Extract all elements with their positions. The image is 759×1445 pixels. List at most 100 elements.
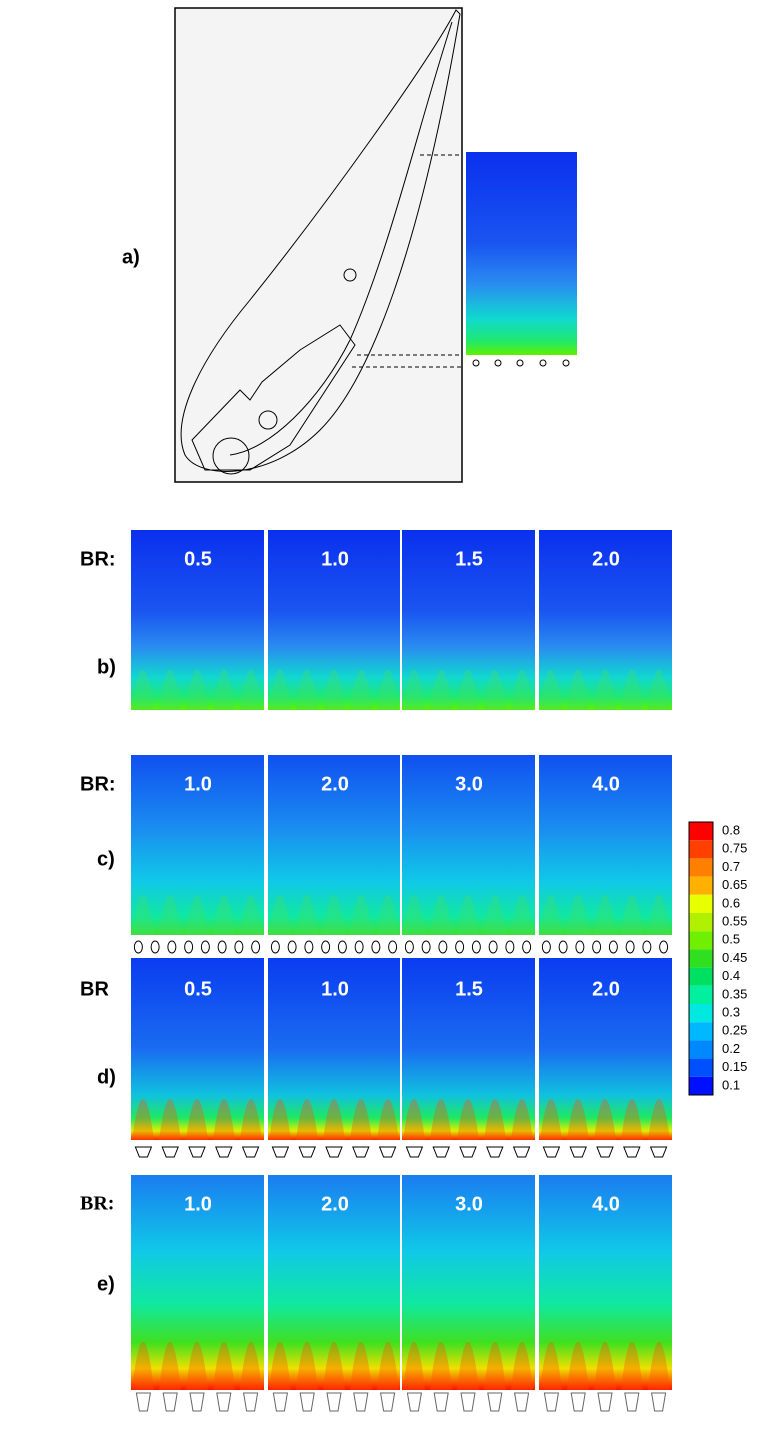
hole	[298, 1146, 316, 1158]
jet-plume	[159, 1341, 181, 1390]
colorbar-label: 0.1	[722, 1077, 740, 1092]
hole	[608, 940, 618, 954]
contour-inset	[466, 152, 577, 355]
contour-tile	[130, 755, 264, 935]
jet-plume	[457, 1341, 479, 1390]
br-prefix: BR:	[80, 1193, 114, 1215]
hole	[569, 1146, 587, 1158]
hole	[321, 940, 331, 954]
hole	[270, 940, 280, 954]
jet-plume	[159, 894, 181, 935]
hole	[234, 940, 244, 954]
jet-plume	[323, 894, 345, 935]
hole	[150, 940, 160, 954]
hole	[460, 1392, 476, 1412]
colorbar-swatch	[689, 1040, 713, 1059]
hole	[558, 940, 568, 954]
jet-plume	[159, 669, 181, 710]
jet-plume	[296, 1341, 318, 1390]
jet-plume	[132, 894, 154, 935]
br-value: 1.0	[184, 1193, 212, 1215]
panel-label: d)	[97, 1066, 116, 1088]
hole	[134, 1146, 153, 1158]
hole	[287, 940, 297, 954]
jet-plume	[323, 1341, 345, 1390]
hole	[570, 1392, 586, 1412]
jet-plume	[377, 669, 399, 710]
panel-label: c)	[97, 848, 115, 870]
jet-plume	[323, 1099, 345, 1140]
contour-tile	[538, 530, 672, 710]
jet-plume	[403, 894, 425, 935]
jet-plume	[567, 894, 589, 935]
colorbar: 0.8 0.75 0.7 0.65 0.6 0.55 0.5 0.45 0.4 0.35 0.3 0.…	[688, 821, 747, 1096]
br-value: 1.5	[455, 978, 483, 1000]
hole	[184, 940, 194, 954]
colorbar-label: 0.75	[722, 841, 747, 856]
hole	[406, 1392, 422, 1412]
br-value: 2.0	[321, 773, 349, 795]
hole	[642, 940, 652, 954]
hole	[272, 1392, 288, 1412]
hole	[189, 1392, 205, 1412]
br-value: 4.0	[592, 1193, 620, 1215]
colorbar-swatch	[689, 949, 713, 968]
jet-plume	[511, 894, 533, 935]
contour-tile	[130, 1175, 264, 1390]
colorbar-label: 0.35	[722, 986, 747, 1001]
colorbar-label: 0.5	[722, 932, 740, 947]
jet-plume	[457, 1099, 479, 1140]
hole	[522, 940, 532, 954]
jet-plume	[484, 894, 506, 935]
hole	[325, 1146, 343, 1158]
jet-plume	[457, 669, 479, 710]
panel-label: e)	[97, 1273, 115, 1295]
jet-plume	[621, 1341, 643, 1390]
jet-plume	[350, 669, 372, 710]
jet-plume	[269, 669, 291, 710]
colorbar-swatch	[689, 985, 713, 1004]
jet-plume	[484, 669, 506, 710]
colorbar-label: 0.6	[722, 895, 740, 910]
hole	[488, 940, 498, 954]
hole	[388, 940, 398, 954]
hole	[505, 940, 515, 954]
br-prefix: BR:	[80, 773, 116, 795]
hole	[251, 940, 261, 954]
jet-plume	[430, 669, 452, 710]
hole	[487, 1392, 503, 1412]
jet-plume	[350, 1099, 372, 1140]
jet-plume	[567, 1099, 589, 1140]
br-value: 4.0	[592, 773, 620, 795]
jet-plume	[511, 669, 533, 710]
blade-outline	[180, 9, 462, 475]
jet-plume	[213, 669, 235, 710]
br-value: 2.0	[321, 1193, 349, 1215]
jet-plume	[269, 894, 291, 935]
br-value: 1.0	[321, 548, 349, 570]
contour-tile	[538, 958, 672, 1140]
contour-tile	[130, 958, 264, 1140]
hole	[188, 1146, 206, 1158]
jet-plume	[269, 1341, 291, 1390]
jet-plume	[430, 1099, 452, 1140]
jet-plume	[213, 894, 235, 935]
hole	[623, 1146, 641, 1158]
hole	[651, 1392, 667, 1412]
jet-plume	[567, 669, 589, 710]
hole	[216, 1392, 232, 1412]
jet-plume	[648, 894, 670, 935]
jet-plume	[186, 669, 208, 710]
hole	[471, 940, 481, 954]
colorbar-swatch	[689, 1076, 713, 1095]
contour-tile	[267, 530, 401, 710]
contour-tile	[538, 1175, 672, 1390]
br-prefix: BR	[80, 978, 109, 1000]
jet-plume	[213, 1099, 235, 1140]
hole	[459, 1146, 477, 1158]
contour-tile	[267, 755, 401, 935]
jet-plume	[403, 1099, 425, 1140]
jet-plume	[377, 1341, 399, 1390]
jet-plume	[132, 1099, 154, 1140]
contour-tile	[401, 530, 535, 710]
